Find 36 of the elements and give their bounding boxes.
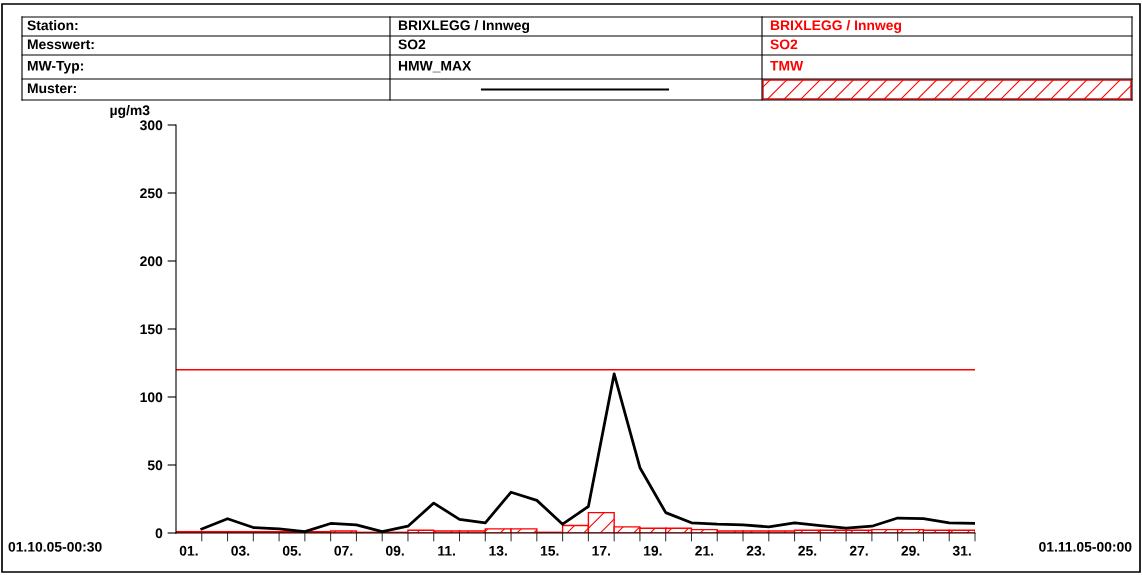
y-tick-label: 0 — [155, 528, 163, 539]
text: HMW_MAX — [398, 61, 472, 73]
text: Messwert: — [27, 39, 94, 50]
x-tick-label: 23. — [746, 545, 765, 556]
text: Station: — [27, 20, 78, 31]
y-tick-label: 150 — [140, 324, 163, 335]
x-tick-label: 25. — [798, 545, 817, 556]
text: SO2 — [770, 39, 798, 50]
x-tick-label: 29. — [901, 545, 920, 556]
x-tick-label: 01. — [179, 545, 198, 556]
x-tick-label: 13. — [489, 545, 507, 556]
x-tick-label: 03. — [231, 545, 250, 556]
text: 01.10.05-00:30 — [8, 541, 102, 552]
y-axis-title: µg/m3 — [110, 104, 150, 118]
x-tick-label: 15. — [540, 546, 559, 556]
x-tick-label: 17. — [592, 546, 610, 556]
x-tick-label: 11. — [438, 546, 455, 556]
text: BRIXLEGG / Innweg — [398, 20, 530, 33]
y-tick-label: 50 — [147, 460, 163, 471]
x-tick-label: 19. — [644, 545, 662, 556]
y-tick-label: 100 — [140, 392, 163, 403]
text: SO2 — [398, 39, 426, 50]
x-tick-label: 31. — [952, 545, 971, 556]
text: TMW — [770, 61, 804, 71]
y-tick-label: 200 — [140, 256, 163, 267]
x-tick-label: 05. — [282, 545, 301, 556]
text: BRIXLEGG / Innweg — [770, 20, 902, 33]
text: MW-Typ: — [27, 61, 83, 74]
x-tick-label: 27. — [849, 545, 868, 556]
text: Muster: — [27, 83, 76, 94]
text: 01.11.05-00:00 — [1039, 541, 1132, 552]
x-tick-label: 21. — [695, 545, 714, 556]
y-tick-label: 300 — [139, 120, 163, 131]
x-tick-label: 09. — [385, 545, 404, 556]
x-tick-label: 07. — [334, 545, 353, 556]
y-tick-label: 250 — [140, 188, 163, 199]
